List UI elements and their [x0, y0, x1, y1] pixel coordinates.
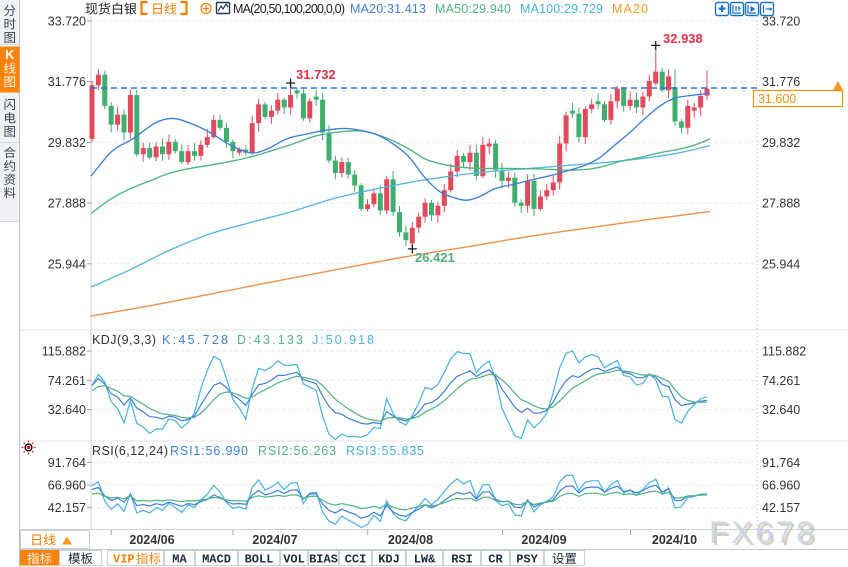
svg-text:LW&: LW&	[414, 553, 436, 567]
svg-text:31.776: 31.776	[762, 75, 800, 89]
svg-text:25.944: 25.944	[48, 257, 86, 271]
svg-text:26.421: 26.421	[415, 250, 455, 265]
svg-text:33.720: 33.720	[48, 15, 86, 29]
svg-text:2024/07: 2024/07	[252, 533, 297, 547]
svg-text:27.888: 27.888	[48, 197, 86, 211]
svg-text:31.776: 31.776	[48, 75, 86, 89]
svg-text:74.261: 74.261	[48, 374, 86, 388]
svg-text:PSY: PSY	[516, 553, 538, 567]
svg-text:MA(20,50,100,200,0,0): MA(20,50,100,200,0,0)	[233, 2, 345, 16]
svg-text:CCI: CCI	[345, 553, 367, 567]
svg-text:32.640: 32.640	[48, 403, 86, 417]
svg-text:115.882: 115.882	[762, 345, 806, 359]
svg-text:2024/08: 2024/08	[388, 533, 433, 547]
svg-text:33.720: 33.720	[762, 15, 800, 29]
svg-text:2024/10: 2024/10	[652, 533, 697, 547]
svg-text:MA20: MA20	[612, 2, 648, 16]
svg-text:115.882: 115.882	[42, 345, 86, 359]
svg-text:31.732: 31.732	[296, 67, 336, 82]
svg-text:J:50.918: J:50.918	[312, 333, 374, 347]
svg-text:29.832: 29.832	[762, 136, 800, 150]
svg-text:25.944: 25.944	[762, 257, 800, 271]
svg-text:66.960: 66.960	[48, 479, 86, 493]
svg-text:42.157: 42.157	[762, 501, 800, 515]
svg-text:27.888: 27.888	[762, 197, 800, 211]
svg-text:KDJ(9,3,3): KDJ(9,3,3)	[92, 333, 156, 347]
svg-text:MA100:29.729: MA100:29.729	[520, 2, 603, 16]
svg-text:MACD: MACD	[202, 553, 231, 567]
svg-text:32.938: 32.938	[663, 31, 703, 46]
svg-text:RSI1:56.990: RSI1:56.990	[170, 444, 248, 458]
svg-text:KDJ: KDJ	[378, 553, 400, 567]
svg-text:2024/09: 2024/09	[521, 533, 566, 547]
svg-text:FX678: FX678	[712, 516, 820, 552]
svg-text:31.600: 31.600	[758, 92, 796, 106]
svg-text:VIP: VIP	[113, 553, 135, 567]
svg-text:2024/06: 2024/06	[129, 533, 174, 547]
svg-text:MA20:31.413: MA20:31.413	[350, 2, 426, 16]
svg-text:K: K	[5, 48, 14, 62]
svg-text:BIAS: BIAS	[309, 553, 338, 567]
svg-text:BOLL: BOLL	[245, 553, 274, 567]
svg-text:MA50:29.940: MA50:29.940	[435, 2, 511, 16]
svg-text:RSI: RSI	[451, 553, 473, 567]
svg-text:74.261: 74.261	[762, 374, 800, 388]
svg-text:RSI2:56.263: RSI2:56.263	[258, 444, 336, 458]
svg-text:42.157: 42.157	[48, 501, 86, 515]
svg-text:91.764: 91.764	[762, 456, 800, 470]
svg-text:RSI3:55.835: RSI3:55.835	[346, 444, 424, 458]
svg-text:CR: CR	[488, 553, 503, 567]
svg-text:66.960: 66.960	[762, 479, 800, 493]
svg-text:RSI(6,12,24): RSI(6,12,24)	[92, 444, 168, 458]
svg-text:29.832: 29.832	[48, 136, 86, 150]
svg-text:32.640: 32.640	[762, 403, 800, 417]
svg-text:FX678: FX678	[709, 514, 817, 550]
svg-text:VOL: VOL	[283, 553, 305, 567]
svg-text:91.764: 91.764	[48, 456, 86, 470]
svg-text:MA: MA	[172, 553, 187, 567]
